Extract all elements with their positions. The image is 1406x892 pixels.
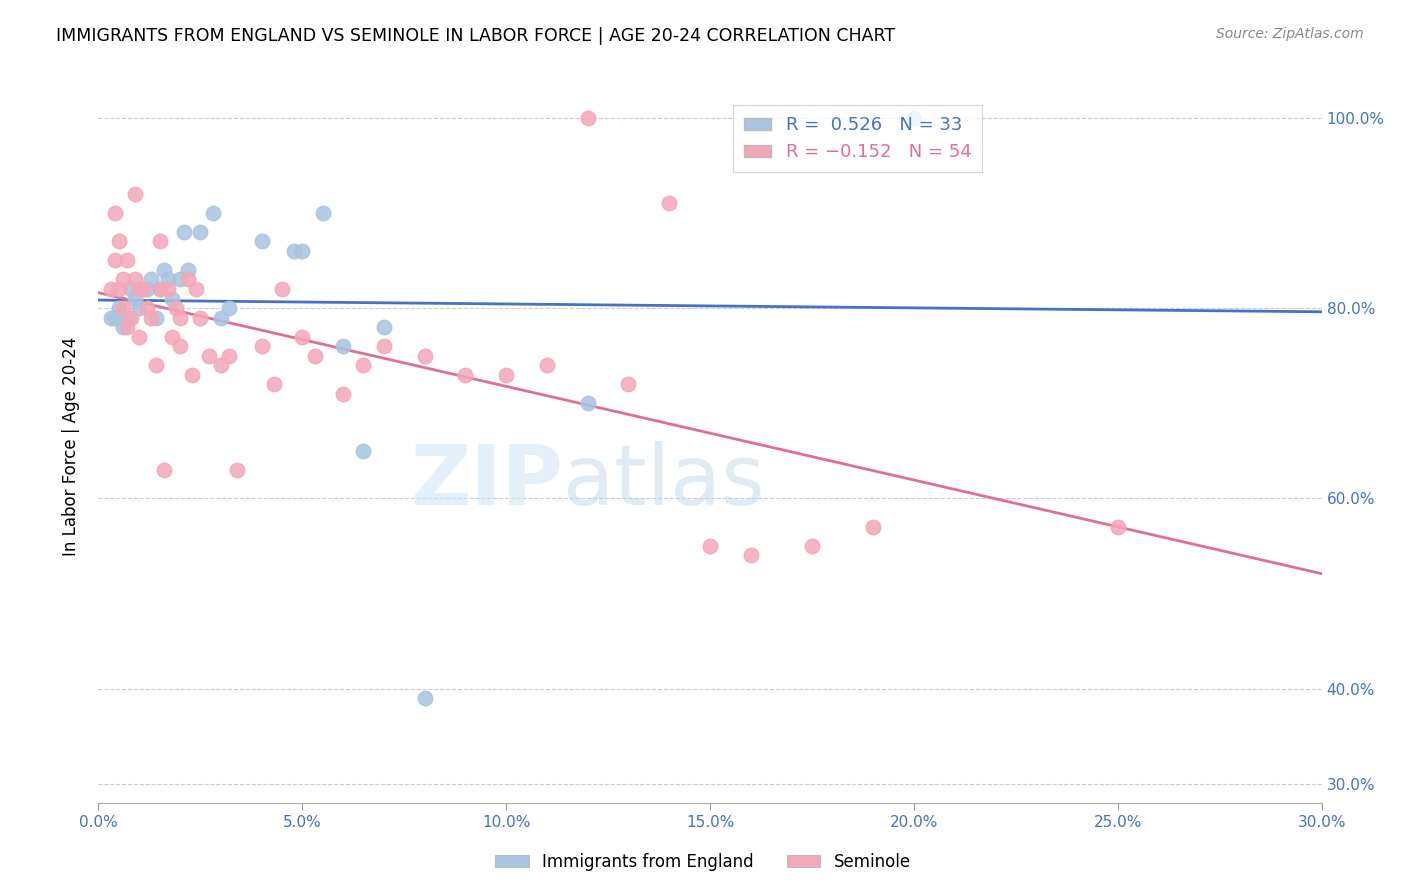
Point xyxy=(177,263,200,277)
Point xyxy=(495,368,517,382)
Text: atlas: atlas xyxy=(564,442,765,522)
Point xyxy=(332,386,354,401)
Point xyxy=(111,320,134,334)
Point xyxy=(128,282,150,296)
Point xyxy=(124,272,146,286)
Point xyxy=(132,282,155,296)
Point xyxy=(169,339,191,353)
Point xyxy=(250,235,273,249)
Point xyxy=(270,282,294,296)
Point xyxy=(332,339,354,353)
Point xyxy=(250,339,273,353)
Point xyxy=(304,349,326,363)
Point xyxy=(115,320,138,334)
Point xyxy=(576,111,599,125)
Point xyxy=(658,196,681,211)
Point xyxy=(136,282,159,296)
Point xyxy=(413,691,436,706)
Point xyxy=(373,339,395,353)
Legend: Immigrants from England, Seminole: Immigrants from England, Seminole xyxy=(486,845,920,880)
Text: Source: ZipAtlas.com: Source: ZipAtlas.com xyxy=(1216,27,1364,41)
Point xyxy=(169,272,191,286)
Point xyxy=(181,368,204,382)
Point xyxy=(226,463,249,477)
Point xyxy=(141,272,163,286)
Y-axis label: In Labor Force | Age 20-24: In Labor Force | Age 20-24 xyxy=(62,336,80,556)
Point xyxy=(115,253,138,268)
Point xyxy=(120,282,142,296)
Point xyxy=(801,539,824,553)
Point xyxy=(124,292,146,306)
Point xyxy=(115,310,138,325)
Point xyxy=(173,225,195,239)
Point xyxy=(209,358,232,372)
Point xyxy=(104,310,127,325)
Point xyxy=(352,443,374,458)
Point xyxy=(100,310,122,325)
Point xyxy=(132,282,155,296)
Point xyxy=(312,206,335,220)
Point xyxy=(149,235,172,249)
Point xyxy=(169,310,191,325)
Point xyxy=(177,272,200,286)
Point xyxy=(291,329,314,343)
Point xyxy=(156,272,179,286)
Point xyxy=(188,310,212,325)
Point xyxy=(454,368,477,382)
Point xyxy=(699,539,721,553)
Point xyxy=(1107,520,1129,534)
Point xyxy=(903,111,925,125)
Legend: R =  0.526   N = 33, R = −0.152   N = 54: R = 0.526 N = 33, R = −0.152 N = 54 xyxy=(734,105,983,172)
Point xyxy=(152,263,174,277)
Point xyxy=(209,310,232,325)
Point xyxy=(218,349,240,363)
Point xyxy=(108,301,131,315)
Point xyxy=(218,301,240,315)
Point xyxy=(136,301,159,315)
Point xyxy=(100,282,122,296)
Point xyxy=(263,377,285,392)
Point xyxy=(186,282,208,296)
Point xyxy=(149,282,172,296)
Point xyxy=(145,310,167,325)
Point xyxy=(108,235,131,249)
Point xyxy=(111,301,134,315)
Point xyxy=(617,377,640,392)
Point xyxy=(373,320,395,334)
Point xyxy=(128,301,150,315)
Point xyxy=(352,358,374,372)
Point xyxy=(104,206,127,220)
Point xyxy=(104,253,127,268)
Point xyxy=(413,349,436,363)
Point xyxy=(156,282,179,296)
Point xyxy=(740,549,762,563)
Point xyxy=(145,358,167,372)
Point xyxy=(108,282,131,296)
Point xyxy=(141,310,163,325)
Point xyxy=(165,301,187,315)
Point xyxy=(111,272,134,286)
Point xyxy=(152,463,174,477)
Point xyxy=(128,329,150,343)
Point xyxy=(862,520,884,534)
Point xyxy=(124,186,146,201)
Point xyxy=(283,244,305,258)
Point xyxy=(201,206,224,220)
Text: ZIP: ZIP xyxy=(411,442,564,522)
Point xyxy=(120,310,142,325)
Point xyxy=(536,358,558,372)
Text: IMMIGRANTS FROM ENGLAND VS SEMINOLE IN LABOR FORCE | AGE 20-24 CORRELATION CHART: IMMIGRANTS FROM ENGLAND VS SEMINOLE IN L… xyxy=(56,27,896,45)
Point xyxy=(160,329,183,343)
Point xyxy=(291,244,314,258)
Point xyxy=(188,225,212,239)
Point xyxy=(197,349,219,363)
Point xyxy=(160,292,183,306)
Point xyxy=(149,282,172,296)
Point xyxy=(576,396,599,410)
